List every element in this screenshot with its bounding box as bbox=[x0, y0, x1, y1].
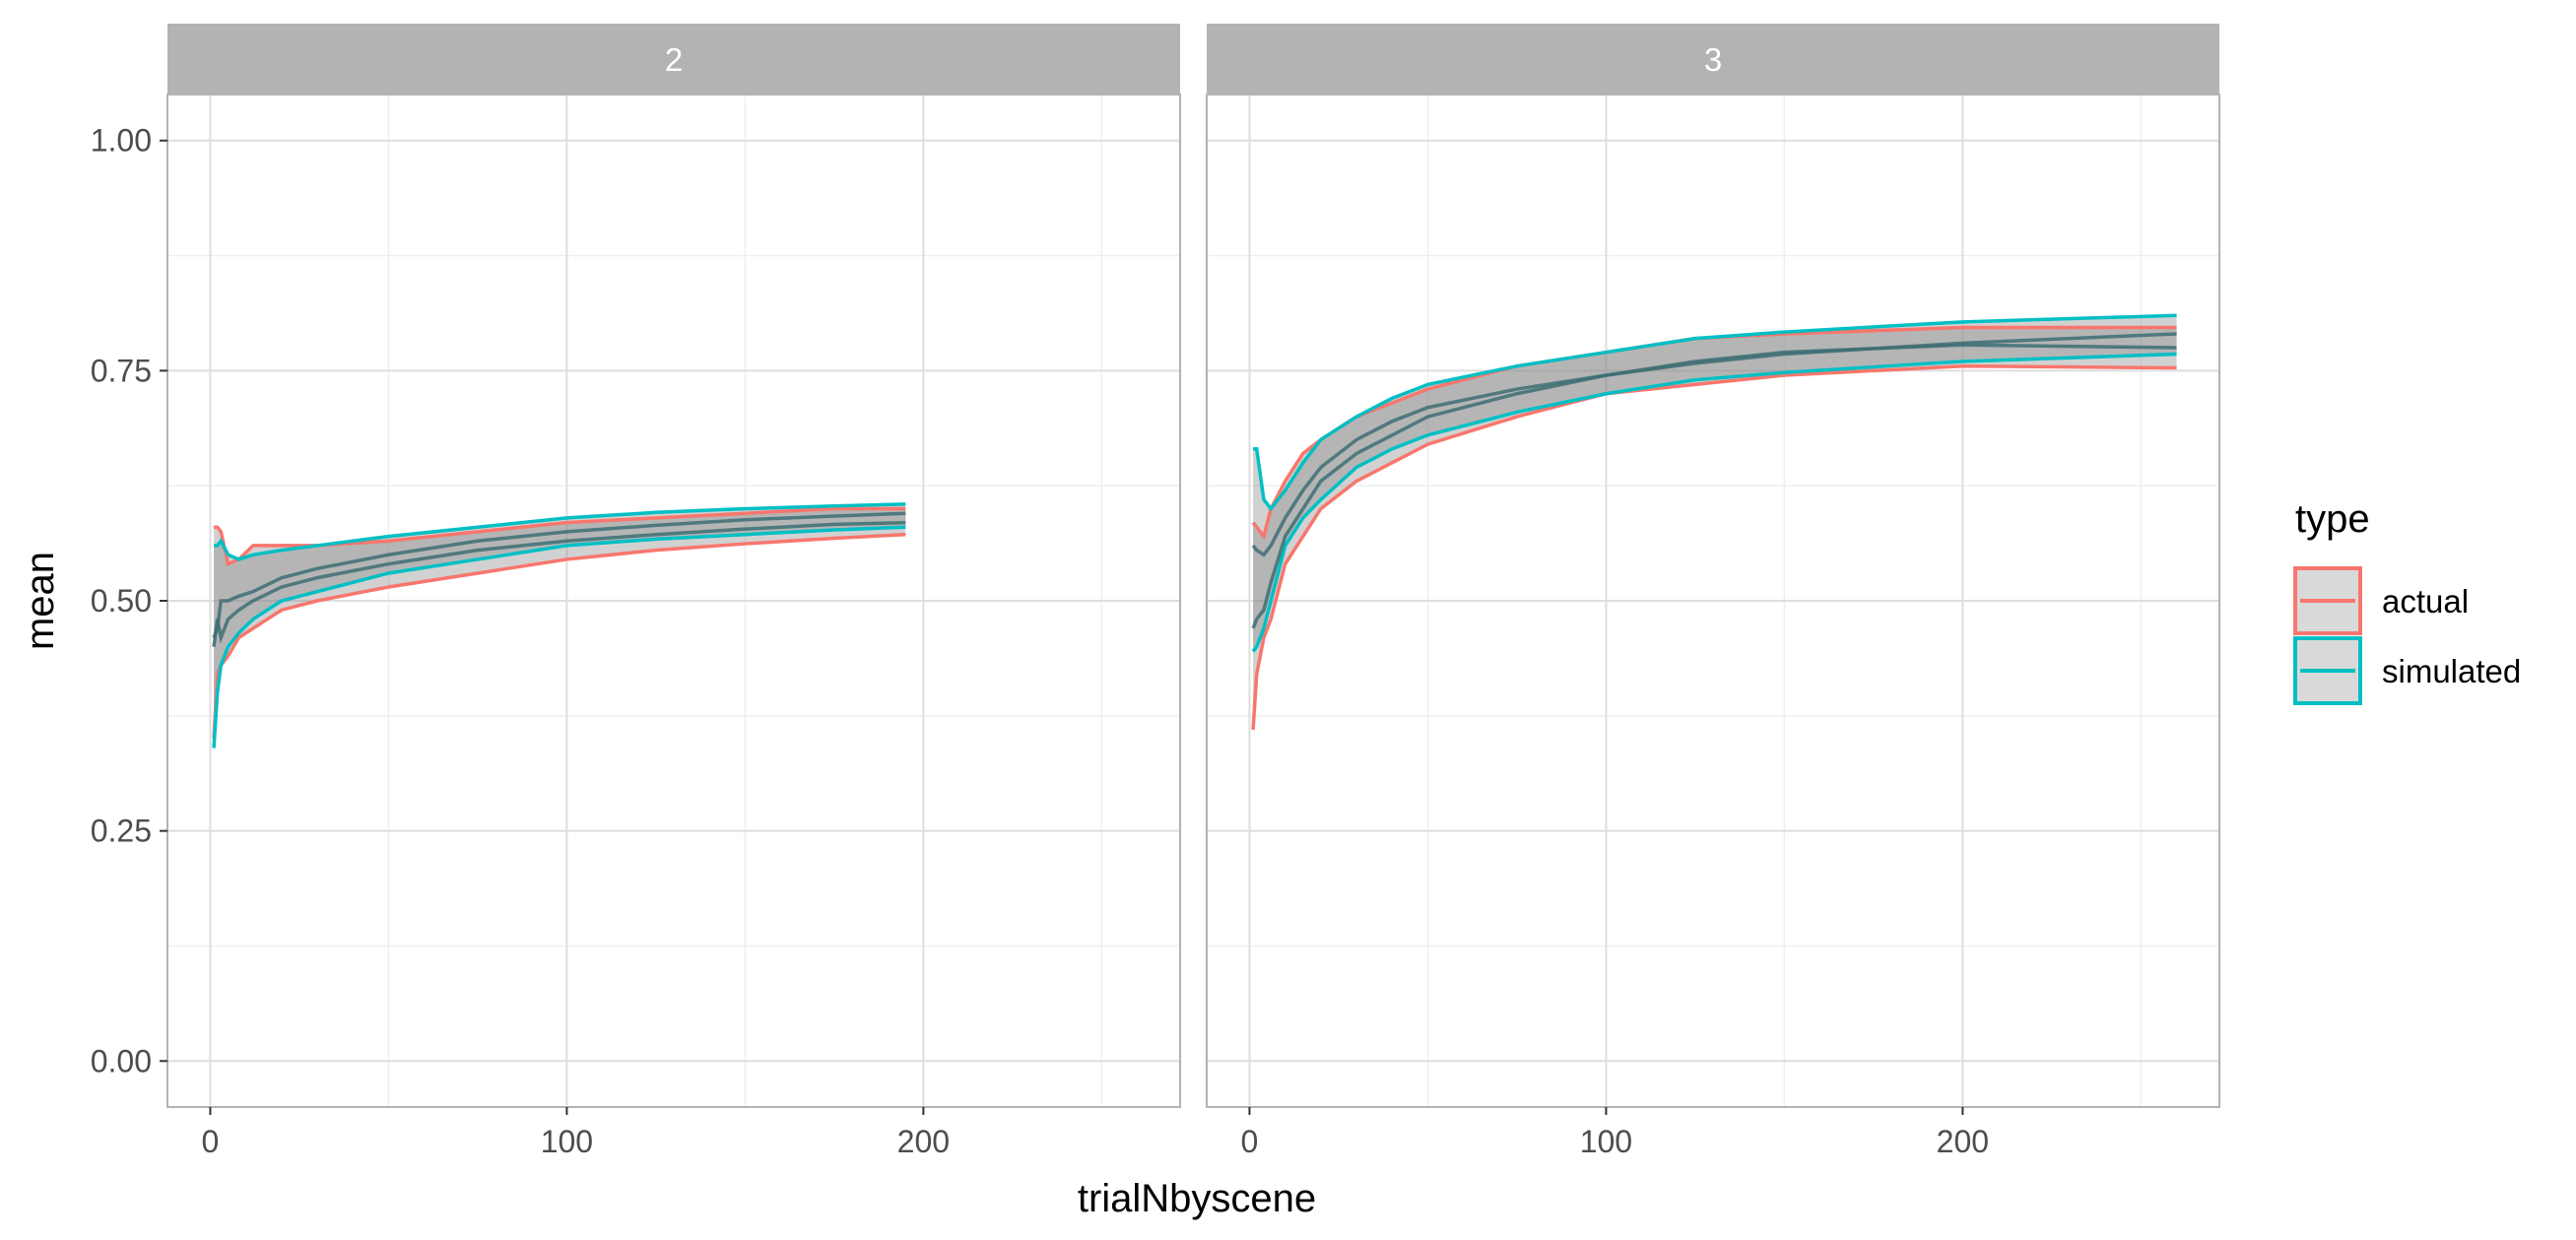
facet-strip-3 bbox=[1207, 24, 2219, 95]
ribbon-actual bbox=[214, 508, 906, 740]
x-tick-label: 0 bbox=[202, 1124, 220, 1159]
legend-title: type bbox=[2295, 497, 2370, 541]
legend-label-actual: actual bbox=[2382, 583, 2469, 620]
facet-strip-2 bbox=[167, 24, 1180, 95]
legend: type actual simulated bbox=[2293, 497, 2521, 705]
y-tick-label: 0.00 bbox=[91, 1043, 152, 1078]
x-axis-title: trialNbyscene bbox=[1078, 1177, 1316, 1220]
y-tick-label: 1.00 bbox=[91, 123, 152, 159]
mean-line-actual bbox=[212, 520, 906, 647]
y-tick-label: 0.25 bbox=[91, 814, 152, 849]
lower-band-line-simulated bbox=[212, 525, 906, 749]
y-tick-label: 0.75 bbox=[91, 353, 152, 388]
mean-line-simulated bbox=[1251, 332, 2177, 557]
legend-item-simulated: simulated bbox=[2293, 636, 2521, 705]
x-tick-label: 100 bbox=[541, 1124, 593, 1159]
upper-band-line-simulated bbox=[1253, 313, 2177, 512]
x-tick-label: 200 bbox=[1937, 1124, 1989, 1159]
x-tick-label: 100 bbox=[1580, 1124, 1632, 1159]
lower-band-line-actual bbox=[1251, 363, 2177, 730]
x-tick-label: 200 bbox=[897, 1124, 950, 1159]
upper-band-line-simulated bbox=[214, 502, 906, 561]
mean-line-actual bbox=[1251, 343, 2177, 629]
facet-strip-label-2: 2 bbox=[665, 41, 683, 78]
panel-3: 3 0 100 200 bbox=[1206, 24, 2220, 1159]
y-axis-title: mean bbox=[19, 552, 62, 650]
panels-layer: 2 0 100 200 0.00 0.25 0.50 0.75 1.00 3 0 100 200 bbox=[91, 24, 2220, 1159]
y-tick-label: 0.50 bbox=[91, 583, 152, 619]
ribbon-simulated bbox=[1253, 315, 2177, 652]
x-tick-label: 0 bbox=[1241, 1124, 1259, 1159]
lower-band-line-simulated bbox=[1251, 352, 2177, 653]
panel-2: 2 0 100 200 0.00 0.25 0.50 0.75 1.00 bbox=[91, 24, 1181, 1159]
panel-border-3 bbox=[1206, 94, 2220, 1108]
legend-label-simulated: simulated bbox=[2382, 653, 2521, 689]
legend-item-actual: actual bbox=[2293, 566, 2469, 635]
facet-strip-label-3: 3 bbox=[1704, 41, 1722, 78]
mean-line-simulated bbox=[212, 511, 906, 639]
